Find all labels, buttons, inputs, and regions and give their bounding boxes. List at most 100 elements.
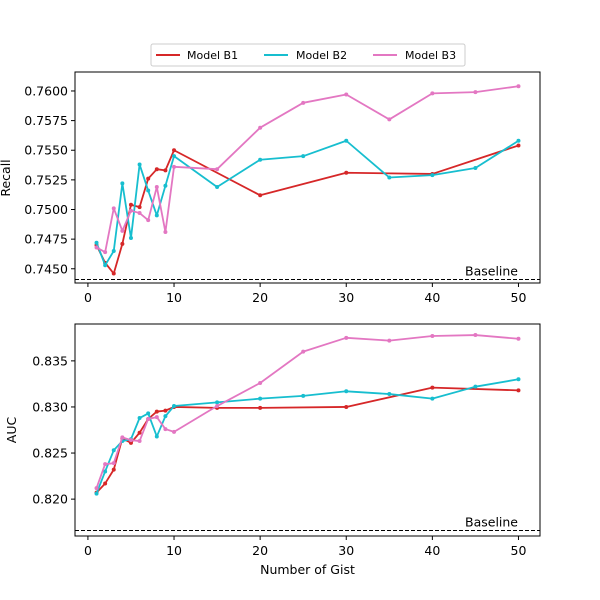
recall-point-b1: [137, 205, 142, 210]
recall-point-b1: [128, 202, 133, 207]
recall-point-b3: [154, 184, 159, 189]
recall-point-b3: [516, 84, 521, 89]
recall-point-b1: [516, 143, 521, 148]
recall-point-b2: [430, 173, 435, 178]
auc-point-b2: [137, 416, 142, 421]
recall-point-b2: [154, 213, 159, 218]
auc-point-b3: [146, 416, 151, 421]
auc-series-line-b3: [95, 334, 519, 489]
auc-point-b1: [258, 405, 263, 410]
auc-panel: 0.820 0.825 0.830 0.835 0 10 20 30 40 50 Baselin…: [4, 323, 541, 558]
recall-y-tick-label: 0.7600: [24, 83, 68, 98]
auc-point-b3: [258, 380, 263, 385]
auc-baseline-label: Baseline: [465, 514, 518, 529]
auc-point-b2: [154, 434, 159, 439]
auc-point-b3: [215, 404, 220, 409]
recall-point-b1: [344, 170, 349, 175]
recall-y-tick-label: 0.7550: [24, 143, 68, 158]
recall-point-b3: [215, 167, 220, 172]
legend-entry-b2: Model B2: [264, 49, 347, 62]
auc-point-b3: [137, 439, 142, 444]
auc-baseline: Baseline: [75, 514, 540, 531]
recall-point-b2: [516, 138, 521, 143]
recall-point-b2: [473, 166, 478, 171]
auc-point-b3: [430, 333, 435, 338]
recall-y-tick-label: 0.7450: [24, 261, 68, 276]
recall-x-tick-label: 30: [338, 290, 354, 305]
auc-y-tick-label: 0.820: [32, 492, 68, 507]
auc-point-b1: [103, 481, 108, 486]
recall-x-tick-label: 0: [84, 290, 92, 305]
legend-entry-b3: Model B3: [373, 49, 456, 62]
auc-point-b3: [154, 415, 159, 420]
recall-point-b2: [137, 162, 142, 167]
recall-point-b3: [120, 228, 125, 233]
auc-point-b1: [128, 440, 133, 445]
recall-point-b1: [258, 193, 263, 198]
recall-y-tick-label: 0.7475: [24, 232, 68, 247]
auc-point-b2: [103, 469, 108, 474]
auc-series: [94, 333, 521, 496]
recall-point-b2: [258, 157, 263, 162]
recall-series-line-b3: [96, 85, 519, 254]
auc-point-b2: [94, 491, 99, 496]
auc-y-ticks: 0.820 0.825 0.830 0.835: [32, 353, 75, 507]
recall-point-b1: [120, 241, 125, 246]
auc-point-b2: [516, 377, 521, 382]
auc-x-tick-label: 40: [424, 543, 440, 558]
legend-label-b2: Model B2: [296, 49, 347, 62]
recall-series: [94, 84, 521, 276]
recall-point-b3: [146, 218, 151, 223]
auc-y-axis-label: AUC: [4, 417, 19, 444]
auc-point-b3: [516, 336, 521, 341]
auc-series-line-b2: [95, 378, 519, 494]
recall-point-b3: [172, 164, 177, 169]
auc-point-b1: [111, 467, 116, 472]
recall-y-axis-label: Recall: [0, 159, 13, 196]
auc-point-b3: [103, 462, 108, 467]
recall-y-tick-label: 0.7500: [24, 202, 68, 217]
recall-point-b3: [128, 208, 133, 213]
auc-y-tick-label: 0.825: [32, 446, 68, 461]
auc-point-b3: [94, 486, 99, 491]
recall-x-ticks: 0 10 20 30 40 50: [84, 283, 526, 305]
auc-point-b1: [163, 408, 168, 413]
recall-point-b1: [154, 167, 159, 172]
recall-point-b3: [94, 245, 99, 250]
auc-axes-frame: [74, 323, 541, 537]
auc-x-tick-label: 0: [84, 543, 92, 558]
recall-axes-frame: [74, 71, 541, 284]
auc-point-b3: [387, 338, 392, 343]
recall-x-tick-label: 10: [166, 290, 182, 305]
auc-point-b2: [172, 404, 177, 409]
recall-y-tick-label: 0.7575: [24, 113, 68, 128]
auc-point-b2: [163, 414, 168, 419]
recall-point-b2: [163, 183, 168, 188]
recall-point-b2: [344, 138, 349, 143]
recall-point-b1: [146, 176, 151, 181]
auc-point-b2: [146, 411, 151, 416]
recall-point-b3: [344, 92, 349, 97]
recall-point-b2: [103, 263, 108, 268]
auc-point-b3: [473, 333, 478, 338]
recall-point-b3: [137, 211, 142, 216]
recall-point-b1: [172, 148, 177, 153]
auc-x-tick-label: 20: [252, 543, 268, 558]
recall-point-b1: [111, 271, 116, 276]
auc-point-b3: [172, 429, 177, 434]
auc-point-b3: [111, 461, 116, 466]
legend-frame: [150, 43, 466, 67]
recall-point-b3: [301, 100, 306, 105]
auc-point-b1: [516, 388, 521, 393]
recall-series-line-b2: [95, 139, 519, 267]
recall-baseline: Baseline: [75, 263, 540, 280]
recall-panel: 0.7450 0.7475 0.7500 0.7525 0.7550 0.7575 0.76…: [0, 71, 541, 305]
auc-x-tick-label: 10: [166, 543, 182, 558]
legend: Model B1 Model B2 Model B3: [150, 43, 466, 67]
recall-point-b2: [120, 181, 125, 186]
auc-point-b3: [163, 427, 168, 432]
legend-entry-b1: Model B1: [156, 49, 238, 62]
auc-point-b3: [301, 349, 306, 354]
recall-point-b3: [430, 91, 435, 96]
recall-y-tick-label: 0.7525: [24, 172, 68, 187]
